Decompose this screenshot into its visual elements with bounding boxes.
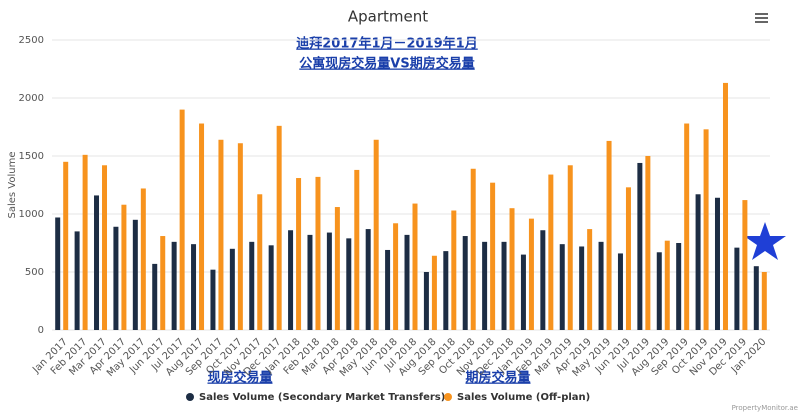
bar bbox=[606, 140, 612, 330]
bar bbox=[587, 229, 593, 330]
bar bbox=[567, 165, 573, 330]
bar bbox=[559, 244, 565, 330]
bar bbox=[307, 234, 313, 330]
legend-label: Sales Volume (Off-plan) bbox=[457, 392, 590, 403]
y-tick-label: 2500 bbox=[19, 35, 44, 46]
bar bbox=[734, 247, 740, 330]
bar bbox=[315, 176, 321, 330]
menu-button[interactable] bbox=[755, 13, 768, 23]
legend-label: Sales Volume (Secondary Market Transfers… bbox=[199, 392, 445, 403]
bar bbox=[742, 200, 748, 330]
menu-icon-line bbox=[755, 17, 768, 19]
bar bbox=[82, 154, 88, 330]
bar bbox=[676, 243, 682, 330]
bar bbox=[296, 178, 302, 330]
annotation: 现房交易量 bbox=[207, 370, 272, 386]
bar bbox=[326, 232, 332, 330]
bar bbox=[617, 253, 623, 330]
bar bbox=[470, 168, 476, 330]
annotation: 公寓现房交易量VS期房交易量 bbox=[299, 56, 474, 72]
bar bbox=[257, 194, 263, 330]
bar bbox=[501, 241, 507, 330]
bar bbox=[63, 161, 69, 330]
bar bbox=[548, 174, 554, 330]
bar bbox=[132, 219, 138, 330]
bar bbox=[55, 217, 61, 330]
bar bbox=[191, 244, 197, 330]
bar bbox=[354, 169, 360, 330]
legend-marker bbox=[186, 393, 194, 401]
bar bbox=[393, 223, 399, 330]
bar bbox=[121, 204, 127, 330]
star bbox=[744, 222, 786, 260]
bar bbox=[443, 251, 449, 330]
bar bbox=[365, 229, 371, 330]
bar bbox=[753, 266, 759, 330]
bar bbox=[218, 139, 224, 330]
bar bbox=[346, 238, 352, 330]
bar bbox=[179, 109, 185, 330]
bar bbox=[276, 125, 282, 330]
bar bbox=[695, 194, 701, 330]
bar bbox=[664, 240, 670, 330]
bar bbox=[268, 245, 274, 330]
y-tick-label: 1000 bbox=[19, 209, 44, 220]
bar bbox=[229, 248, 235, 330]
bar bbox=[74, 231, 80, 330]
menu-icon-line bbox=[755, 21, 768, 23]
bar bbox=[462, 236, 468, 330]
bar bbox=[656, 252, 662, 330]
bar bbox=[160, 236, 166, 330]
bar bbox=[404, 234, 410, 330]
bar bbox=[210, 269, 216, 330]
bar bbox=[334, 207, 340, 330]
bar bbox=[373, 139, 379, 330]
bar bbox=[237, 143, 243, 330]
bar bbox=[249, 241, 255, 330]
bar bbox=[684, 123, 690, 331]
bar bbox=[385, 249, 391, 330]
bar bbox=[113, 226, 119, 330]
y-tick-label: 500 bbox=[25, 267, 44, 278]
menu-icon-line bbox=[755, 13, 768, 15]
source: PropertyMonitor.ae bbox=[732, 404, 798, 412]
bar bbox=[722, 82, 728, 330]
bar bbox=[412, 203, 418, 330]
bar bbox=[520, 254, 526, 330]
bar bbox=[761, 272, 767, 330]
bar bbox=[423, 272, 429, 330]
bar bbox=[625, 187, 631, 330]
chart-title: Apartment bbox=[348, 8, 428, 26]
bar bbox=[451, 210, 457, 330]
bar bbox=[288, 230, 294, 330]
bar bbox=[490, 182, 496, 330]
bar bbox=[140, 188, 146, 330]
y-tick-label: 0 bbox=[38, 325, 44, 336]
bar bbox=[637, 162, 643, 330]
bar bbox=[579, 246, 585, 330]
bar bbox=[528, 218, 534, 330]
bar bbox=[540, 230, 546, 330]
bar bbox=[171, 241, 177, 330]
bar bbox=[431, 255, 437, 330]
bar bbox=[482, 241, 488, 330]
annotation: 期房交易量 bbox=[465, 370, 530, 386]
bar bbox=[645, 156, 651, 330]
y-tick-label: 2000 bbox=[19, 93, 44, 104]
annotation: 迪拜2017年1月－2019年1月 bbox=[296, 36, 477, 52]
bar bbox=[509, 208, 515, 330]
bar bbox=[598, 241, 604, 330]
y-axis-label: Sales Volume bbox=[7, 152, 18, 219]
bar bbox=[199, 123, 205, 331]
y-tick-label: 1500 bbox=[19, 151, 44, 162]
bar bbox=[152, 263, 158, 330]
bar bbox=[102, 165, 108, 330]
legend-marker bbox=[444, 393, 452, 401]
bar bbox=[94, 195, 100, 330]
bar bbox=[714, 197, 720, 330]
bar bbox=[703, 129, 709, 330]
